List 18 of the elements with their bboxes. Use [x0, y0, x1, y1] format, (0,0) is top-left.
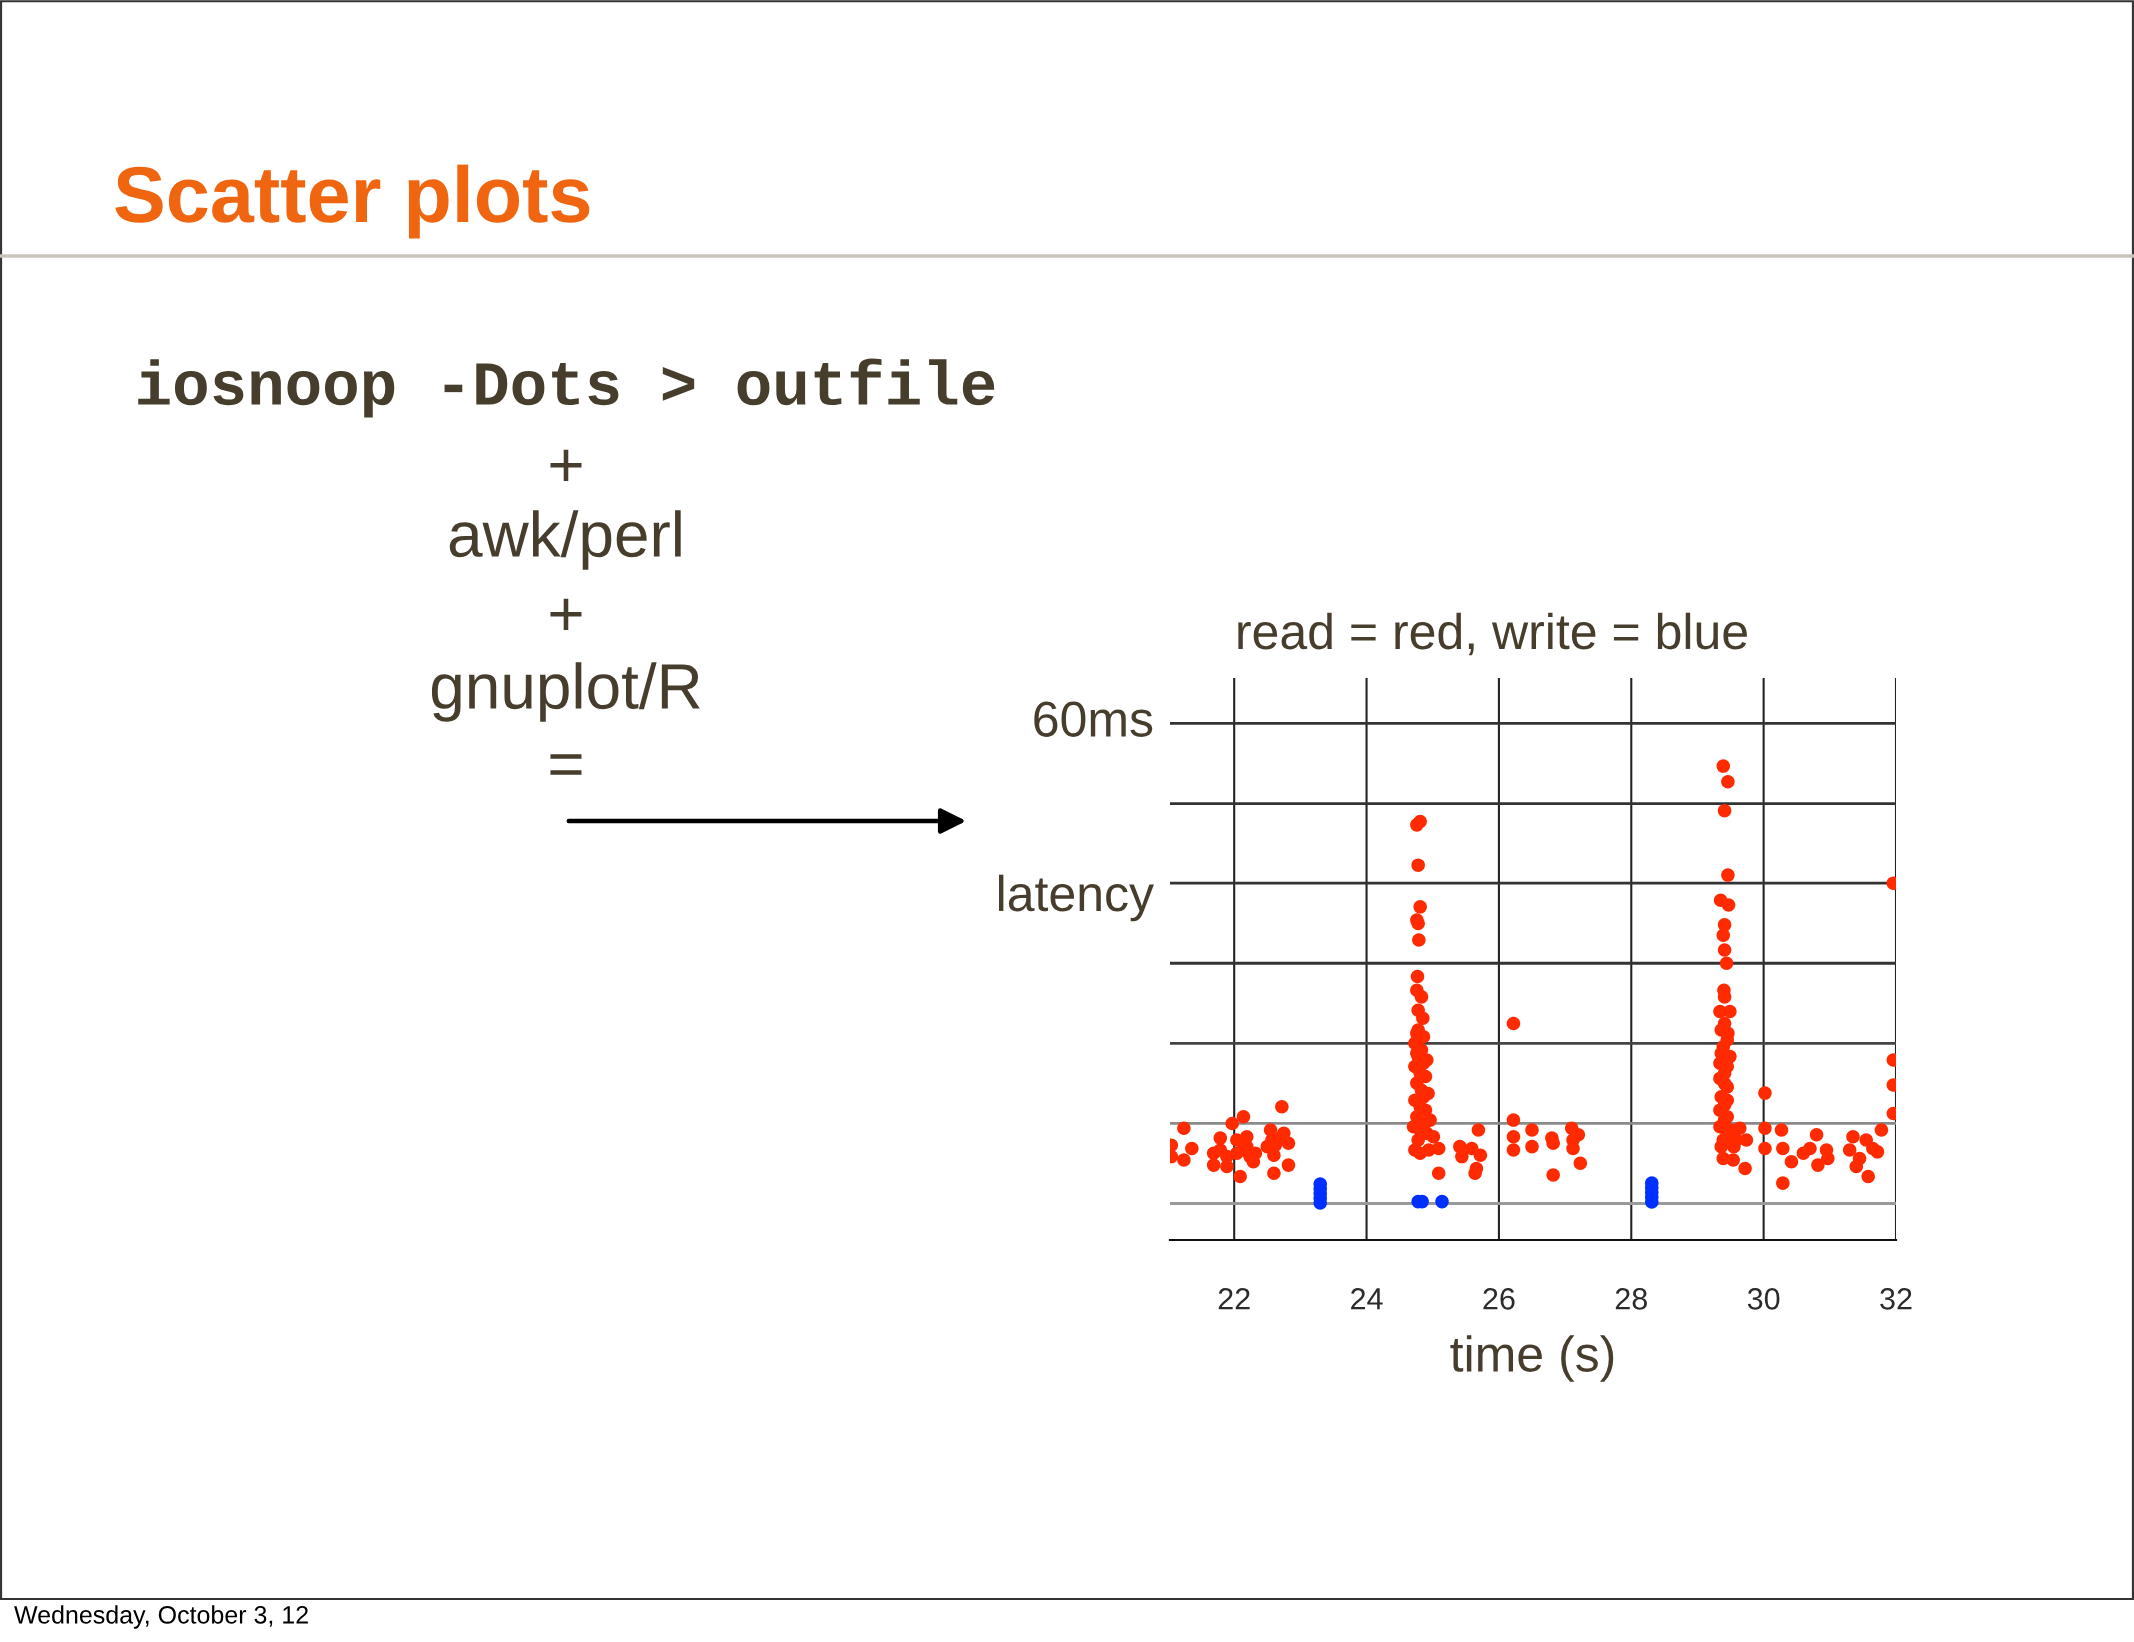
x-tick-label: 32: [1880, 1288, 1912, 1310]
text: =: [550, 754, 582, 775]
x-tick-label: 30: [1747, 1288, 1780, 1310]
x-tick-label: 28: [1615, 1288, 1647, 1310]
text: iosnoop -Dots > outfile: [138, 358, 995, 418]
text: +: [550, 598, 582, 630]
chart-subtitle: read = red, write = blue: [1238, 612, 1747, 656]
x-tick-label: 26: [1483, 1288, 1515, 1310]
text: awk/perl: [449, 510, 681, 570]
x-tick-label: 22: [1218, 1288, 1250, 1310]
ref-line-label: 60ms: [1034, 701, 1153, 737]
y-axis-title: latency: [998, 874, 1154, 922]
text: Scatter plots: [115, 164, 590, 239]
text: Wednesday, October 3, 12: [14, 1605, 308, 1629]
text: gnuplot/R: [431, 662, 700, 722]
x-axis-title: time (s): [1450, 1335, 1614, 1382]
text: +: [550, 449, 582, 481]
x-tick-label: 24: [1351, 1288, 1383, 1310]
